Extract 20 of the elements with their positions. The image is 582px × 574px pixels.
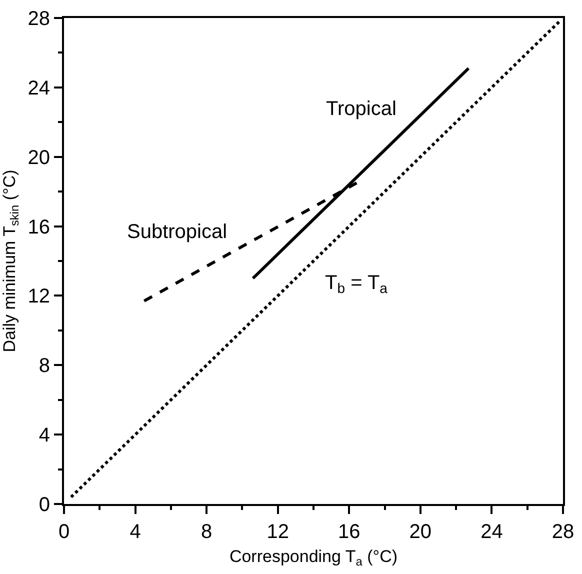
y-tick-label: 8 — [38, 355, 50, 378]
x-tick-label: 28 — [552, 521, 574, 543]
y-tick-label: 28 — [28, 8, 50, 30]
y-tick-label: 20 — [28, 146, 50, 169]
series-label: T$_{b}$ = T$_{a}$ — [325, 272, 388, 296]
x-axis-title: Corresponding T$_{a}$ (°C) — [229, 546, 398, 568]
x-tick-label: 24 — [480, 521, 503, 543]
y-tick-label: 16 — [28, 216, 50, 238]
y-tick-label: 0 — [38, 494, 50, 516]
x-tick-label: 16 — [338, 521, 360, 543]
y-tick-label: 24 — [28, 77, 50, 100]
y-tick-label: 12 — [28, 286, 50, 308]
x-tick-label: 20 — [409, 521, 432, 543]
series-label: Subtropical — [127, 221, 228, 243]
x-tick-label: 4 — [130, 521, 141, 543]
x-tick-label: 8 — [201, 521, 212, 543]
series-label: Tropical — [326, 98, 396, 120]
y-tick-label: 4 — [38, 424, 50, 447]
x-tick-label: 12 — [266, 521, 289, 543]
x-tick-label: 0 — [58, 521, 70, 543]
